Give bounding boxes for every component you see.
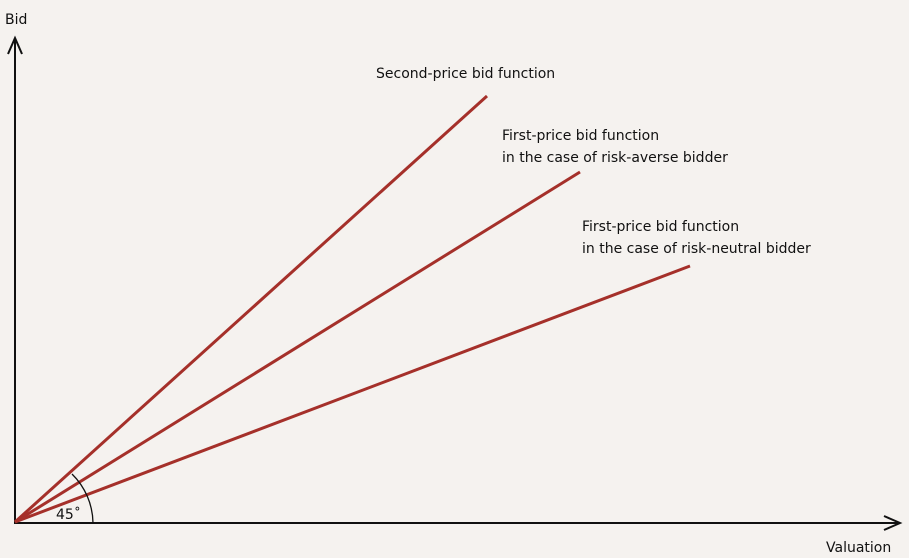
curve-label: Second-price bid function [376, 66, 555, 82]
curve-label: in the case of risk-neutral bidder [582, 241, 811, 257]
curve-label: First-price bid function [582, 219, 739, 235]
x-axis-label: Valuation [826, 540, 891, 556]
angle-label: 45˚ [56, 506, 81, 523]
curve [14, 264, 691, 524]
y-axis-label: Bid [5, 12, 27, 28]
y-axis-arrow [7, 35, 23, 55]
curve-label: First-price bid function [502, 128, 659, 144]
x-axis-arrow [883, 515, 903, 531]
angle-arc [71, 473, 94, 524]
curve [13, 94, 489, 524]
curve-label: in the case of risk-averse bidder [502, 150, 728, 166]
curve [14, 170, 581, 524]
